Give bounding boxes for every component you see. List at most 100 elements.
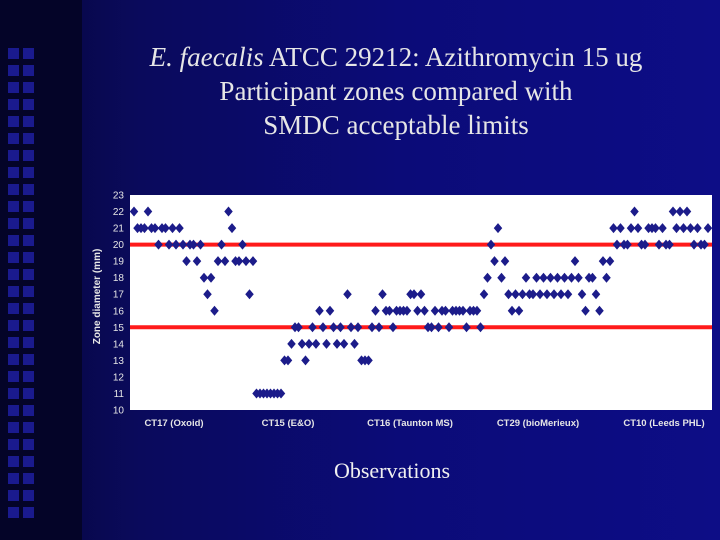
data-point — [581, 305, 590, 316]
data-point — [434, 322, 443, 333]
data-point — [693, 223, 702, 234]
data-point — [588, 272, 597, 283]
title-organism: E. faecalis — [149, 42, 264, 72]
data-point — [367, 322, 377, 333]
decorative-square — [23, 99, 34, 110]
decorative-square — [8, 371, 19, 382]
decorative-square — [23, 490, 34, 501]
data-point — [539, 272, 548, 283]
decorative-square — [23, 337, 34, 348]
data-point — [276, 388, 286, 399]
y-tick-label: 14 — [113, 339, 125, 350]
decorative-square — [8, 388, 19, 399]
x-group-label: CT16 (Taunton MS) — [367, 418, 453, 429]
data-point — [322, 338, 331, 349]
data-point — [507, 305, 517, 316]
decorative-square — [23, 116, 34, 127]
decorative-square — [8, 150, 19, 161]
data-point — [353, 322, 363, 333]
data-point — [626, 223, 636, 234]
data-point — [329, 322, 338, 333]
data-point — [336, 322, 345, 333]
decorative-square — [23, 388, 34, 399]
data-point — [549, 289, 559, 300]
decorative-square — [8, 133, 19, 144]
decorative-square — [23, 82, 34, 93]
data-point — [129, 206, 139, 217]
data-point — [203, 289, 212, 300]
data-point — [623, 239, 632, 250]
decorative-square — [8, 473, 19, 484]
y-tick-label: 19 — [113, 257, 125, 268]
data-point — [458, 305, 468, 316]
decorative-square — [23, 201, 34, 212]
data-point — [665, 239, 674, 250]
data-point — [182, 256, 191, 267]
data-point — [640, 239, 650, 250]
data-point — [679, 223, 688, 234]
title-line-1: E. faecalis ATCC 29212: Azithromycin 15 … — [96, 40, 696, 74]
data-point — [332, 338, 342, 349]
data-point — [577, 289, 587, 300]
data-point — [364, 355, 373, 366]
data-point — [521, 272, 531, 283]
data-point — [210, 305, 219, 316]
data-point — [248, 256, 258, 267]
data-point — [199, 272, 209, 283]
decorative-square — [8, 286, 19, 297]
data-point — [346, 322, 356, 333]
data-point — [700, 239, 709, 250]
data-point — [493, 223, 503, 234]
data-point — [668, 206, 678, 217]
data-point — [535, 289, 545, 300]
data-point — [479, 289, 489, 300]
data-point — [591, 289, 601, 300]
data-point — [563, 289, 573, 300]
decorative-square — [8, 337, 19, 348]
data-point — [220, 256, 230, 267]
decorative-square — [23, 371, 34, 382]
decorative-square — [23, 150, 34, 161]
data-point — [441, 305, 450, 316]
data-point — [301, 355, 310, 366]
data-point — [374, 322, 384, 333]
decorative-square — [23, 439, 34, 450]
decorative-square — [23, 405, 34, 416]
x-group-label: CT17 (Oxoid) — [144, 418, 203, 429]
decorative-square — [23, 456, 34, 467]
data-point — [658, 223, 667, 234]
data-point — [140, 223, 149, 234]
data-point — [402, 305, 412, 316]
data-point — [609, 223, 618, 234]
data-point — [430, 305, 440, 316]
data-point — [532, 272, 541, 283]
data-point — [241, 256, 251, 267]
decorative-square — [8, 269, 19, 280]
data-point — [605, 256, 615, 267]
data-point — [196, 239, 205, 250]
x-group-label: CT29 (bioMerieux) — [497, 418, 579, 429]
decorative-square — [23, 422, 34, 433]
decorative-square — [23, 354, 34, 365]
decorative-square — [23, 286, 34, 297]
data-point — [164, 239, 174, 250]
y-tick-label: 13 — [113, 356, 125, 367]
decorative-square — [8, 65, 19, 76]
y-tick-label: 22 — [113, 207, 125, 218]
data-point — [213, 256, 223, 267]
data-point — [420, 305, 429, 316]
decorative-square — [8, 218, 19, 229]
data-point — [560, 272, 569, 283]
data-point — [570, 256, 580, 267]
data-point — [171, 239, 181, 250]
data-point — [553, 272, 562, 283]
y-tick-label: 20 — [113, 240, 125, 251]
data-point — [567, 272, 576, 283]
data-point — [189, 239, 198, 250]
decorative-square — [23, 65, 34, 76]
data-point — [385, 305, 394, 316]
data-point — [483, 272, 492, 283]
data-point — [500, 256, 510, 267]
decorative-square — [8, 303, 19, 314]
data-point — [325, 305, 335, 316]
